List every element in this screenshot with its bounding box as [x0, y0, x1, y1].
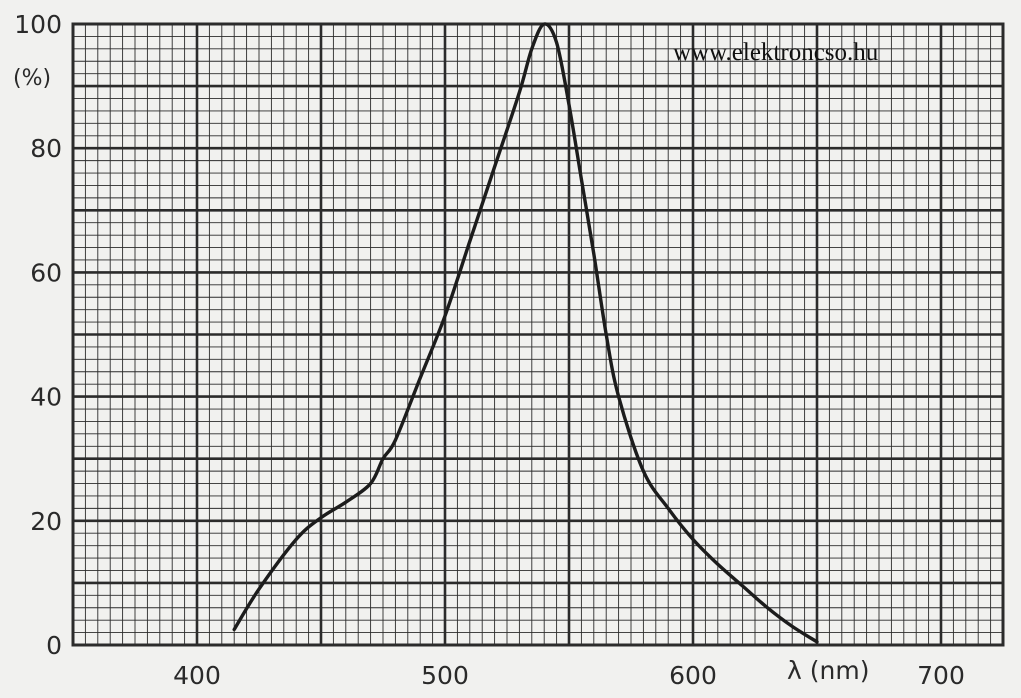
grid-major	[71, 22, 1005, 647]
tick-labels: 0 20 40 60 80 100 400 500 600 700	[14, 10, 965, 690]
y-tick-label: 40	[30, 383, 62, 412]
watermark-text: www.elektroncso.hu	[673, 39, 879, 66]
x-tick-label: 400	[173, 661, 221, 690]
y-tick-label: 60	[30, 258, 62, 287]
y-axis-label: (%)	[13, 66, 51, 91]
x-tick-label: 500	[421, 661, 469, 690]
y-tick-label: 100	[14, 10, 62, 39]
y-tick-label: 20	[30, 507, 62, 536]
y-tick-label: 0	[46, 631, 62, 660]
y-tick-label: 80	[30, 134, 62, 163]
plot-frame	[71, 22, 1005, 647]
x-tick-label: 700	[917, 661, 965, 690]
series-group	[232, 22, 819, 644]
series-line	[232, 22, 819, 644]
x-tick-label: 600	[669, 661, 717, 690]
x-axis-label: λ (nm)	[787, 656, 869, 685]
